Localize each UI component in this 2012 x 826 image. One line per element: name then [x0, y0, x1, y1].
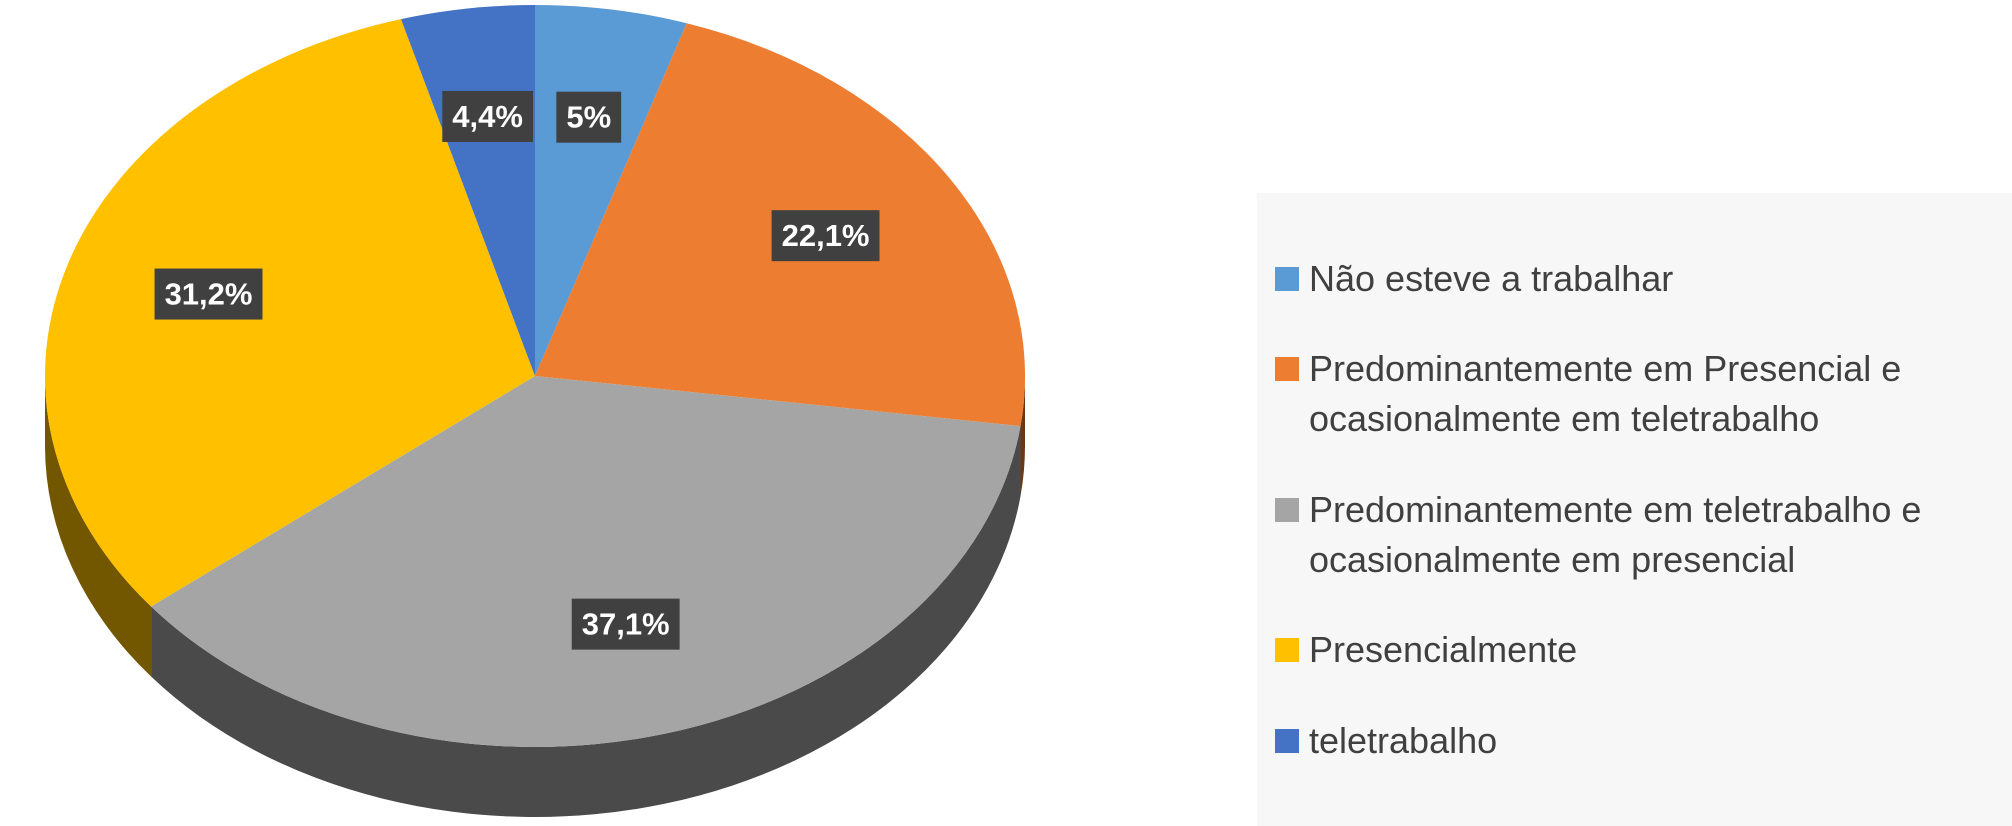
data-label-box	[442, 90, 533, 142]
legend-item: Predominantemente em Presencial e ocasio…	[1257, 344, 2012, 444]
data-label: 4,4%	[442, 90, 533, 142]
data-label-box	[571, 598, 680, 650]
data-label-box	[154, 268, 263, 320]
legend-swatch	[1275, 497, 1299, 522]
legend-label: Presencialmente	[1309, 629, 1578, 670]
legend-swatch	[1275, 266, 1299, 291]
legend-item: Presencialmente	[1257, 625, 2012, 675]
legend-label: Não esteve a trabalhar	[1309, 257, 1674, 299]
legend-label: Predominantemente em Presencial e ocasio…	[1309, 348, 1902, 439]
data-label-text: 31,2%	[165, 277, 253, 312]
legend-item: Não esteve a trabalhar	[1257, 254, 2012, 304]
legend-swatch	[1275, 728, 1299, 753]
slice	[45, 19, 535, 607]
legend-item: teletrabalho	[1257, 716, 2012, 766]
data-label: 5%	[556, 91, 622, 143]
data-label-box	[771, 210, 880, 262]
data-label-text: 22,1%	[782, 218, 870, 253]
data-label: 31,2%	[154, 268, 263, 320]
legend-label: teletrabalho	[1309, 719, 1498, 761]
slice-side	[151, 426, 1021, 817]
data-label-text: 5%	[566, 100, 611, 135]
data-label: 37,1%	[571, 598, 680, 650]
legend-item: Predominantemente em teletrabalho e ocas…	[1257, 485, 2012, 585]
slice	[151, 376, 1021, 747]
data-label-text: 37,1%	[582, 607, 670, 642]
legend-label: Predominantemente em teletrabalho e ocas…	[1309, 488, 1922, 580]
legend: Não esteve a trabalhar Predominantemente …	[1257, 193, 2012, 826]
slice-side	[1020, 376, 1025, 497]
data-label-box	[556, 91, 622, 143]
legend-swatch	[1275, 357, 1299, 381]
legend-swatch	[1275, 638, 1299, 662]
data-label: 22,1%	[771, 210, 880, 262]
pie-area: 5% 22,1% 37,1% 31,2% 4,4%	[45, 5, 1025, 817]
slice-side	[45, 376, 152, 677]
data-label-text: 4,4%	[452, 99, 523, 134]
